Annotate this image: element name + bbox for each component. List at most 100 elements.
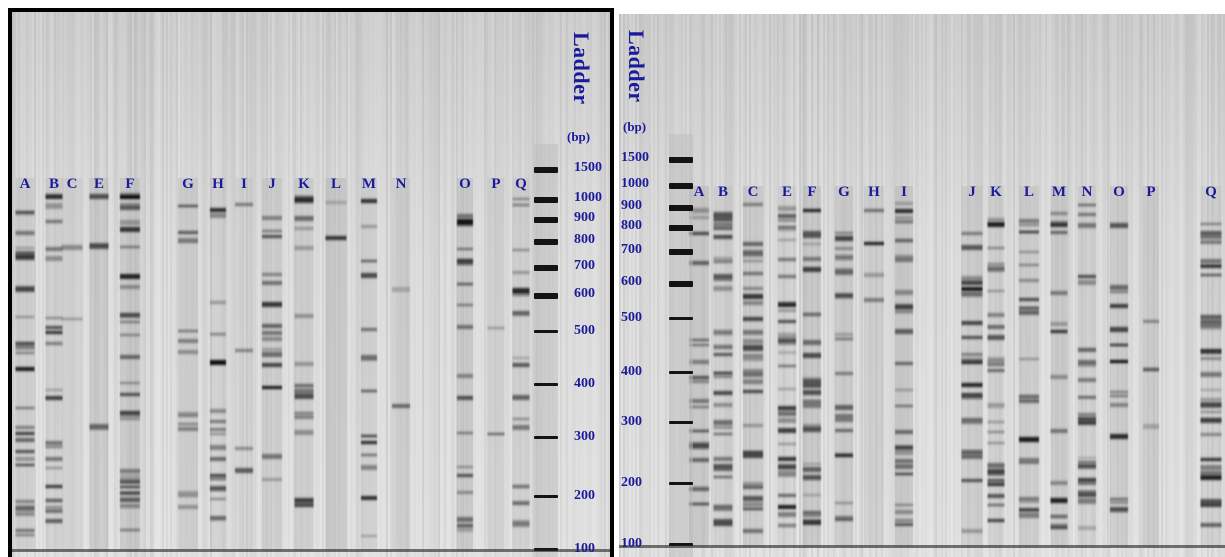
gel-streak <box>568 12 570 557</box>
dna-band <box>361 273 377 278</box>
gel-streak <box>402 12 404 557</box>
dna-band <box>713 353 733 356</box>
gel-streak <box>667 14 669 557</box>
gel-streak <box>118 12 120 557</box>
dna-band <box>512 249 530 251</box>
gel-streak <box>506 12 508 557</box>
gel-streak <box>1173 14 1175 557</box>
ladder-size-label: 500 <box>574 323 595 338</box>
dna-band <box>1078 481 1096 485</box>
ladder-size-label: 1500 <box>574 160 602 175</box>
dna-band <box>120 469 140 473</box>
gel-streak <box>42 12 44 557</box>
dna-band <box>120 355 140 359</box>
dna-band <box>294 502 314 504</box>
gel-streak <box>1071 14 1073 557</box>
ladder-band <box>534 436 558 439</box>
dna-band <box>15 247 35 249</box>
gel-streak <box>226 12 228 557</box>
dna-band <box>895 464 913 469</box>
dna-band <box>961 358 983 361</box>
gel-streak <box>767 14 769 557</box>
dna-band <box>45 256 63 261</box>
gel-streak <box>378 12 380 557</box>
dna-band <box>1078 478 1096 481</box>
gel-streak <box>1221 14 1223 557</box>
dna-band <box>1078 378 1096 382</box>
gel-streak <box>757 14 759 557</box>
gel-streak <box>12 12 14 557</box>
ladder-size-label: 200 <box>574 488 595 503</box>
dna-band <box>1200 315 1222 319</box>
gel-streak <box>364 12 366 557</box>
gel-streak <box>60 12 62 557</box>
dna-band <box>89 194 109 199</box>
dna-band <box>15 506 35 511</box>
ladder-lane <box>669 134 693 557</box>
dna-band <box>1200 240 1222 244</box>
dna-band <box>778 512 796 517</box>
gel-streak <box>1147 14 1149 557</box>
dna-band <box>294 412 314 414</box>
dna-band <box>1200 403 1222 408</box>
gel-streak <box>416 12 418 557</box>
gel-streak <box>312 12 314 557</box>
gel-streak <box>965 14 967 557</box>
dna-band <box>987 359 1005 364</box>
dna-band <box>689 232 709 235</box>
dna-band <box>294 415 314 419</box>
gel-streak <box>164 12 166 557</box>
gel-streak <box>859 14 861 557</box>
dna-band <box>987 473 1005 476</box>
dna-band <box>987 442 1005 444</box>
dna-band <box>262 478 282 481</box>
lane-label: C <box>66 176 78 192</box>
gel-streak <box>304 12 306 557</box>
dna-band <box>743 242 763 246</box>
gel-streak <box>244 12 246 557</box>
gel-streak <box>1029 14 1031 557</box>
dna-band <box>864 242 884 245</box>
gel-streak <box>194 12 196 557</box>
lane-smear <box>178 178 198 551</box>
dna-band <box>457 524 473 527</box>
gel-streak <box>566 12 568 557</box>
dna-band <box>895 389 913 391</box>
dna-band <box>778 302 796 307</box>
gel-streak <box>1153 14 1155 557</box>
gel-streak <box>625 14 627 557</box>
dna-band <box>1019 224 1039 226</box>
gel-streak <box>220 12 222 557</box>
gel-streak <box>606 12 608 557</box>
dna-band <box>120 195 140 199</box>
dna-band <box>713 330 733 335</box>
gel-streak <box>943 14 945 557</box>
gel-streak <box>210 12 212 557</box>
gel-streak <box>951 14 953 557</box>
gel-streak <box>230 12 232 557</box>
dna-band <box>15 426 35 429</box>
gel-streak <box>1149 14 1151 557</box>
gel-streak <box>941 14 943 557</box>
gel-streak <box>883 14 885 557</box>
gel-streak <box>570 12 572 557</box>
dna-band <box>325 236 347 240</box>
dna-band <box>178 231 198 234</box>
dna-band <box>1078 490 1096 494</box>
gel-streak <box>166 12 168 557</box>
dna-band <box>120 486 140 488</box>
dna-band <box>178 350 198 354</box>
dna-band <box>512 288 530 293</box>
dna-band <box>45 342 63 345</box>
dna-band <box>294 384 314 387</box>
gel-streak <box>112 12 114 557</box>
dna-band <box>45 389 63 391</box>
dna-band <box>1200 389 1222 391</box>
ladder-title-left: Ladder <box>569 32 594 105</box>
dna-band <box>262 273 282 276</box>
dna-band <box>743 496 763 501</box>
gel-streak <box>512 12 514 557</box>
dna-band <box>987 364 1005 366</box>
